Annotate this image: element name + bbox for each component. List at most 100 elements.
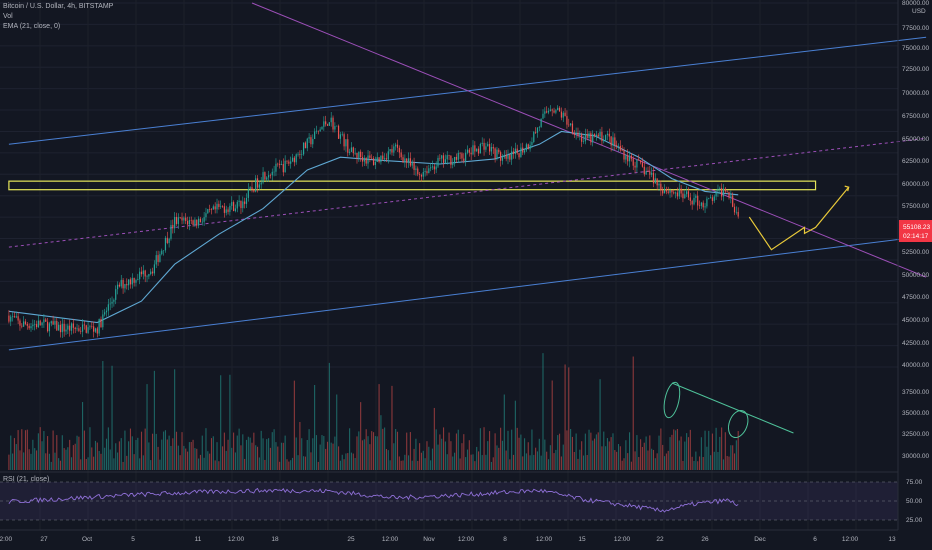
- candle-body: [389, 149, 391, 152]
- volume-bar: [407, 455, 410, 470]
- candle-body: [722, 188, 725, 197]
- candle-body: [330, 117, 332, 123]
- volume-bar: [67, 447, 69, 470]
- volume-bar: [454, 452, 456, 470]
- candle-body: [271, 171, 273, 176]
- volume-bar: [111, 365, 113, 470]
- candle-body: [358, 151, 360, 159]
- volume-bar: [730, 445, 732, 470]
- price-tick-label: 67500.00: [902, 113, 929, 120]
- countdown-text: 02:14:17: [903, 233, 929, 240]
- candle-body: [332, 117, 334, 130]
- candle-body: [656, 178, 658, 186]
- volume-bar: [700, 437, 702, 470]
- candle-body: [347, 139, 349, 153]
- price-tick-label: 47500.00: [902, 294, 929, 301]
- candle-body: [590, 133, 592, 143]
- candle-body: [221, 206, 224, 207]
- candle-body: [516, 148, 518, 154]
- candle-body: [170, 224, 172, 239]
- volume-bar: [658, 435, 660, 470]
- candle-body: [201, 221, 203, 223]
- volume-bar: [498, 447, 500, 470]
- candle-body: [669, 190, 671, 193]
- candle-body: [417, 168, 419, 175]
- candle-body: [621, 150, 623, 151]
- volume-bar: [245, 439, 248, 470]
- candle-body: [667, 191, 669, 193]
- candle-body: [328, 122, 330, 126]
- candle-body: [593, 134, 596, 137]
- candle-body: [711, 197, 714, 201]
- volume-bar: [476, 446, 478, 470]
- candle-body: [236, 201, 238, 209]
- volume-bar: [323, 436, 325, 470]
- candle-body: [360, 151, 362, 158]
- candle-body: [83, 324, 86, 326]
- price-tick-label: 65000.00: [902, 136, 929, 143]
- candle-body: [334, 126, 336, 130]
- volume-bar: [608, 441, 610, 470]
- volume-bar: [535, 447, 537, 470]
- candle-body: [573, 133, 575, 135]
- volume-bar: [575, 433, 577, 470]
- candle-body: [448, 155, 450, 156]
- volume-bar: [559, 433, 561, 470]
- candle-body: [511, 151, 513, 160]
- ema-legend[interactable]: EMA (21, close, 0): [3, 23, 61, 30]
- volume-bar: [185, 448, 187, 470]
- candle-body: [157, 255, 159, 262]
- candle-body: [343, 134, 345, 147]
- volume-bar: [472, 454, 474, 470]
- volume-bar: [419, 443, 421, 470]
- volume-bar: [258, 457, 260, 470]
- symbol-legend[interactable]: Bitcoin / U.S. Dollar, 4h, BITSTAMP: [3, 3, 114, 10]
- volume-bar: [172, 438, 174, 470]
- candle-body: [492, 147, 494, 149]
- candle-body: [150, 271, 152, 275]
- volume-bar: [693, 460, 695, 470]
- price-tick-label: 52500.00: [902, 249, 929, 256]
- candle-body: [142, 270, 144, 275]
- candle-body: [218, 203, 220, 207]
- volume-bar: [389, 460, 391, 470]
- price-tick-label: 37500.00: [902, 389, 929, 396]
- grid-lines: [0, 2, 898, 473]
- candle-body: [393, 146, 395, 153]
- volume-bar: [297, 455, 299, 470]
- candle-body: [337, 125, 340, 139]
- volume-legend[interactable]: Vol: [3, 13, 13, 20]
- candle-body: [461, 153, 463, 159]
- candle-body: [118, 284, 121, 287]
- volume-bar: [481, 455, 483, 470]
- candle-body: [566, 116, 568, 125]
- volume-bar: [43, 431, 45, 470]
- candle-body: [56, 321, 58, 331]
- candle-body: [413, 162, 415, 170]
- volume-bar: [448, 432, 450, 470]
- volume-bar: [115, 443, 117, 470]
- volume-bar: [76, 435, 78, 470]
- volume-bar: [304, 456, 306, 470]
- rsi-tick-label: 25.00: [906, 517, 923, 524]
- candle-body: [196, 219, 198, 226]
- candle-body: [17, 316, 19, 321]
- candle-body: [660, 183, 662, 191]
- volume-bar: [384, 427, 386, 470]
- candle-body: [35, 324, 38, 328]
- volume-bar: [306, 439, 308, 470]
- volume-bar: [186, 451, 189, 470]
- candle-body: [599, 131, 601, 137]
- volume-bar: [485, 454, 487, 470]
- candle-body: [728, 191, 730, 198]
- candle-body: [514, 148, 516, 154]
- candle-body: [293, 157, 295, 163]
- candle-body: [290, 161, 292, 164]
- candle-body: [582, 141, 585, 142]
- candle-body: [678, 188, 680, 197]
- rsi-legend[interactable]: RSI (21, close): [3, 476, 50, 483]
- volume-bar: [83, 430, 85, 470]
- volume-bar: [628, 432, 631, 470]
